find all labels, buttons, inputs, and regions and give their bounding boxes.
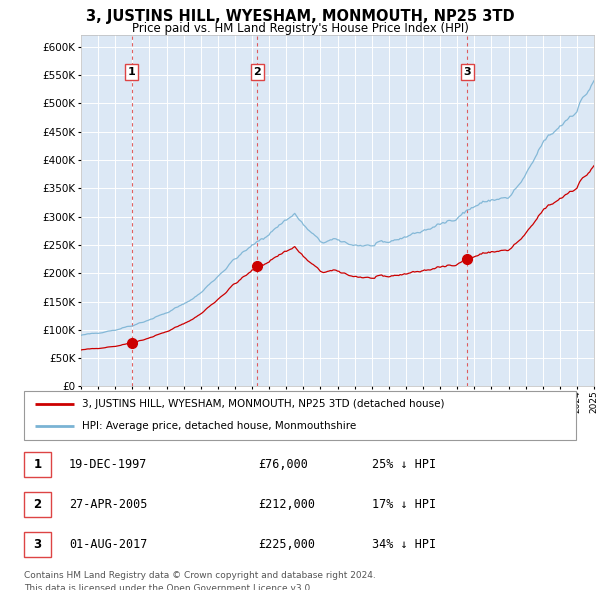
Text: Contains HM Land Registry data © Crown copyright and database right 2024.: Contains HM Land Registry data © Crown c… xyxy=(24,571,376,579)
Text: 17% ↓ HPI: 17% ↓ HPI xyxy=(372,498,436,511)
Text: Price paid vs. HM Land Registry's House Price Index (HPI): Price paid vs. HM Land Registry's House … xyxy=(131,22,469,35)
Text: 2: 2 xyxy=(34,498,41,511)
Text: 3, JUSTINS HILL, WYESHAM, MONMOUTH, NP25 3TD (detached house): 3, JUSTINS HILL, WYESHAM, MONMOUTH, NP25… xyxy=(82,399,445,409)
Text: £212,000: £212,000 xyxy=(258,498,315,511)
FancyBboxPatch shape xyxy=(24,391,576,440)
Text: £76,000: £76,000 xyxy=(258,458,308,471)
Text: 1: 1 xyxy=(128,67,136,77)
Text: 3, JUSTINS HILL, WYESHAM, MONMOUTH, NP25 3TD: 3, JUSTINS HILL, WYESHAM, MONMOUTH, NP25… xyxy=(86,9,514,24)
Text: 01-AUG-2017: 01-AUG-2017 xyxy=(69,538,148,551)
Text: 3: 3 xyxy=(463,67,471,77)
Text: HPI: Average price, detached house, Monmouthshire: HPI: Average price, detached house, Monm… xyxy=(82,421,356,431)
Text: 2: 2 xyxy=(254,67,262,77)
Text: 34% ↓ HPI: 34% ↓ HPI xyxy=(372,538,436,551)
Text: 1: 1 xyxy=(34,458,41,471)
Text: £225,000: £225,000 xyxy=(258,538,315,551)
Text: 3: 3 xyxy=(34,538,41,551)
Text: 19-DEC-1997: 19-DEC-1997 xyxy=(69,458,148,471)
Text: 25% ↓ HPI: 25% ↓ HPI xyxy=(372,458,436,471)
Text: 27-APR-2005: 27-APR-2005 xyxy=(69,498,148,511)
Text: This data is licensed under the Open Government Licence v3.0.: This data is licensed under the Open Gov… xyxy=(24,584,313,590)
